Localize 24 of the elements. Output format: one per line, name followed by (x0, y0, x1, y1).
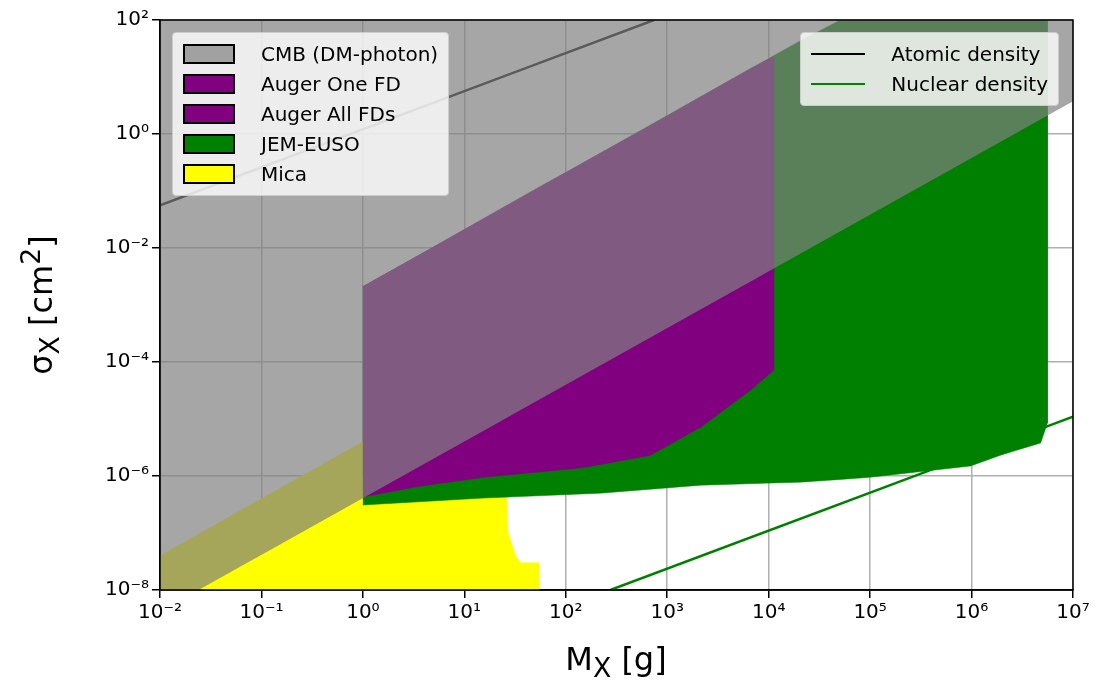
x-tick-label: 10⁵ (853, 599, 887, 624)
legend-label: CMB (DM-photon) (261, 42, 439, 66)
legend-label: Mica (261, 162, 308, 186)
y-tick-label: 10² (115, 6, 149, 31)
y-tick-label: 10⁻² (104, 234, 149, 259)
y-tick-label: 10⁻⁶ (104, 462, 149, 487)
x-tick-label: 10⁰ (346, 599, 380, 624)
x-axis-title: M$_{X}$ [g] (565, 640, 667, 684)
x-tick-label: 10³ (650, 599, 684, 624)
legend-label: JEM-EUSO (261, 132, 360, 156)
x-tick-label: 10⁶ (954, 599, 989, 624)
legend-label: Nuclear density (891, 72, 1048, 96)
legend-label: Auger All FDs (261, 102, 396, 126)
x-tick-label: 10⁴ (751, 599, 786, 624)
y-tick-label: 10⁰ (115, 120, 149, 145)
x-tick-label: 10⁻² (137, 599, 183, 624)
y-tick-label: 10⁻⁸ (104, 576, 149, 601)
x-tick-label: 10⁷ (1056, 599, 1090, 624)
x-tick-label: 10² (549, 599, 583, 624)
x-tick-label: 10⁻¹ (239, 599, 284, 624)
legend-label: Auger One FD (261, 72, 401, 96)
y-tick-label: 10⁻⁴ (104, 348, 149, 373)
x-tick-label: 10¹ (447, 599, 482, 624)
legend-label: Atomic density (891, 42, 1041, 66)
